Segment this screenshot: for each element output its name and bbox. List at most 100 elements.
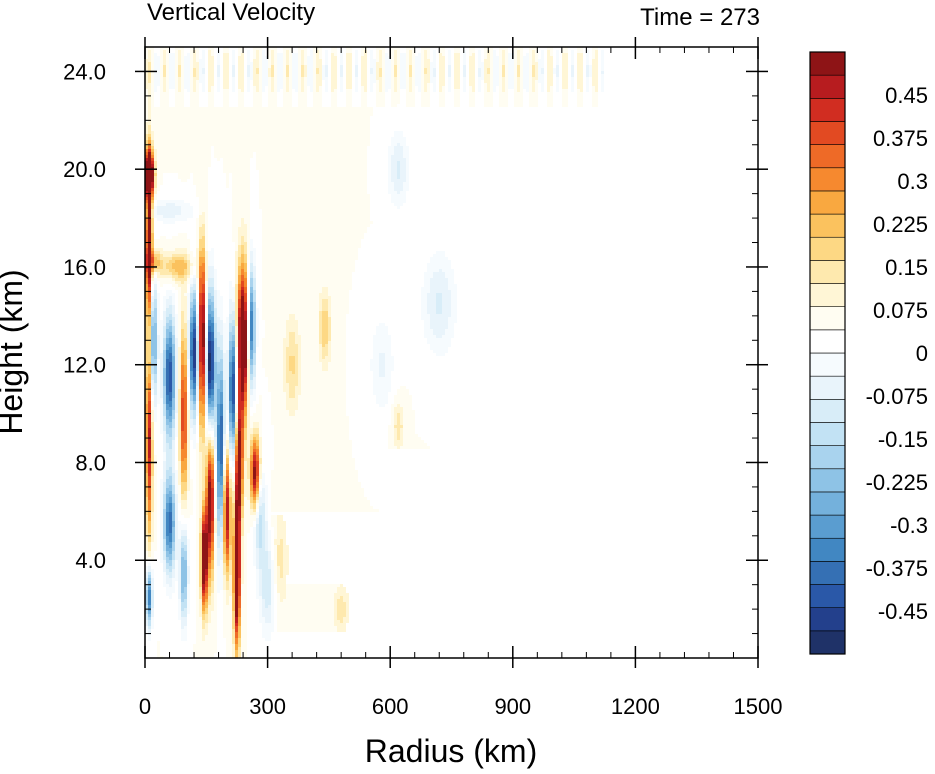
field-cell [148,233,151,236]
field-cell [148,302,151,305]
field-cell [214,371,217,374]
field-cell [286,353,298,356]
field-cell [178,65,181,68]
field-cell [169,398,172,401]
field-cell [250,386,253,389]
field-cell [148,305,151,308]
field-cell [577,71,583,74]
field-cell [250,296,253,299]
field-cell [193,62,199,65]
field-cell [442,311,451,314]
field-cell [394,407,403,410]
field-cell [250,362,253,365]
field-cell [148,248,151,251]
field-cell [259,455,262,458]
field-cell [199,455,202,458]
field-cell [160,425,163,428]
field-cell [193,353,196,356]
field-cell [295,332,298,335]
field-cell [205,455,208,458]
field-cell [430,257,448,260]
field-cell [211,350,214,353]
field-cell [175,389,178,392]
field-cell [151,299,154,302]
field-cell [223,383,226,386]
field-cell [247,344,250,347]
field-cell [424,62,430,65]
field-cell [331,53,334,56]
field-cell [529,95,538,98]
field-cell [205,374,208,377]
field-cell [427,266,451,269]
field-cell [184,362,187,365]
field-cell [151,308,154,311]
field-cell [436,335,442,338]
field-cell [202,371,205,374]
field-cell [199,254,205,257]
field-cell [172,416,175,419]
field-cell [223,77,229,80]
field-cell [247,236,250,239]
field-cell [205,401,208,404]
field-cell [385,59,391,62]
field-cell [148,155,151,158]
field-cell [274,53,277,56]
field-cell [454,74,460,77]
field-cell [181,434,187,437]
field-cell [397,422,400,425]
field-cell [199,500,202,503]
field-cell [244,422,247,425]
field-cell [151,239,154,242]
field-cell [223,74,229,77]
field-cell [490,68,493,71]
field-cell [223,167,250,170]
field-cell [247,422,250,425]
field-cell [199,476,202,479]
field-cell [355,89,358,92]
field-cell [157,158,211,161]
field-cell [199,281,205,284]
field-cell [184,62,190,65]
field-cell [433,254,445,257]
field-cell [157,389,160,392]
field-cell [262,479,265,482]
field-cell [238,410,241,413]
field-cell [223,434,226,437]
field-cell [166,470,172,473]
field-cell [256,503,259,506]
field-cell [505,65,508,68]
field-cell [214,437,217,440]
field-cell [247,446,250,449]
field-cell [193,389,196,392]
field-cell [190,269,193,272]
field-cell [166,77,169,80]
field-cell [178,392,181,395]
field-cell [202,359,205,362]
field-cell [223,98,229,101]
field-cell [160,431,163,434]
field-cell [157,314,160,317]
field-cell [154,209,157,212]
field-cell [397,419,400,422]
field-cell [205,368,208,371]
field-cell [271,395,286,398]
field-cell [223,80,229,83]
field-cell [223,398,226,401]
field-cell [262,341,283,344]
field-cell [577,47,583,50]
field-cell [247,371,250,374]
field-cell [190,419,193,422]
field-cell [577,68,583,71]
field-cell [253,284,256,287]
field-cell [253,317,256,320]
field-cell [223,482,226,485]
field-cell [373,377,391,380]
field-cell [160,59,163,62]
field-cell [196,467,199,470]
field-cell [190,80,193,83]
field-cell [145,386,148,389]
field-cell [199,503,202,506]
field-cell [313,77,316,80]
field-cell [322,338,328,341]
field-cell [271,488,364,491]
